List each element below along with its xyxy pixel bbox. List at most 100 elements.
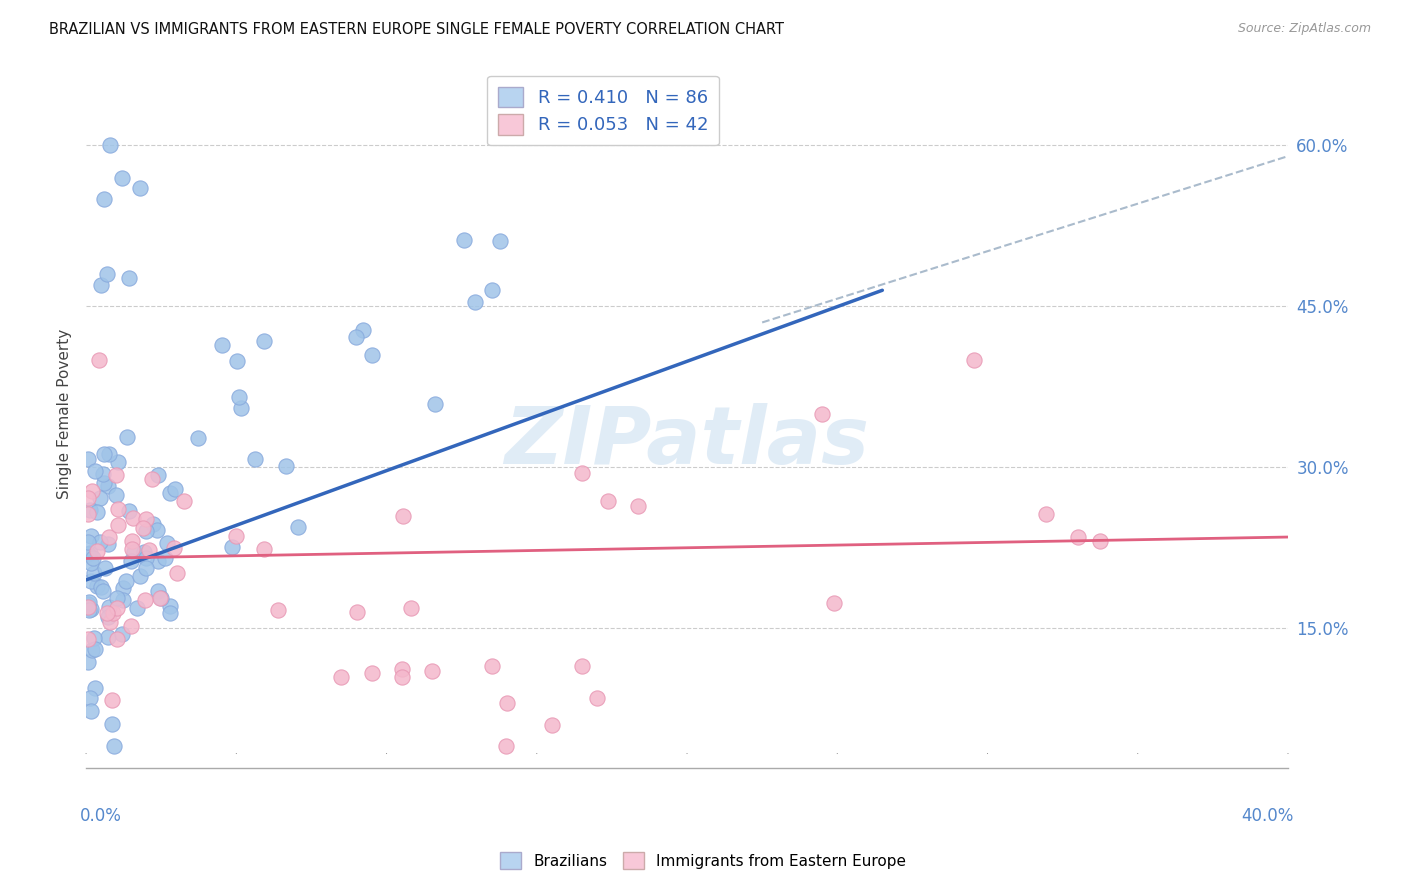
Point — [86, 579, 108, 593]
Point — [89, 491, 111, 505]
Point — [91, 584, 114, 599]
Point — [120, 619, 142, 633]
Point — [146, 523, 169, 537]
Point — [596, 494, 619, 508]
Point — [276, 459, 298, 474]
Point — [344, 330, 367, 344]
Point — [162, 541, 184, 555]
Point — [101, 693, 124, 707]
Point — [360, 348, 382, 362]
Point — [83, 464, 105, 478]
Point — [76, 632, 98, 646]
Point — [77, 599, 100, 614]
Point — [481, 283, 503, 297]
Point — [488, 235, 510, 249]
Point — [83, 631, 105, 645]
Point — [135, 524, 157, 538]
Point — [252, 542, 274, 557]
Point — [103, 606, 125, 620]
Point — [228, 390, 250, 404]
Point — [221, 540, 243, 554]
Point — [163, 483, 186, 497]
Point — [84, 642, 107, 657]
Point — [89, 535, 111, 549]
Point — [129, 181, 152, 195]
Point — [360, 666, 382, 681]
Point — [225, 529, 247, 543]
Point — [267, 603, 290, 617]
Point — [77, 491, 100, 505]
Text: 40.0%: 40.0% — [1241, 806, 1294, 824]
Point — [134, 593, 156, 607]
Point — [121, 542, 143, 557]
Point — [149, 591, 172, 605]
Point — [159, 485, 181, 500]
Point — [80, 704, 103, 718]
Point — [135, 511, 157, 525]
Point — [423, 397, 446, 411]
Text: Source: ZipAtlas.com: Source: ZipAtlas.com — [1237, 22, 1371, 36]
Point — [111, 627, 134, 641]
Point — [540, 718, 562, 732]
Point — [107, 502, 129, 516]
Point — [127, 600, 149, 615]
Point — [97, 610, 120, 624]
Point — [391, 662, 413, 676]
Point — [79, 690, 101, 705]
Point — [253, 334, 276, 348]
Point — [93, 192, 115, 206]
Point — [90, 580, 112, 594]
Point — [82, 483, 104, 498]
Point — [97, 630, 120, 644]
Point — [96, 267, 118, 281]
Point — [121, 533, 143, 548]
Point — [76, 451, 98, 466]
Point — [98, 615, 121, 629]
Point — [93, 467, 115, 482]
Point — [121, 511, 143, 525]
Point — [111, 593, 134, 607]
Point — [159, 606, 181, 620]
Point — [330, 669, 353, 683]
Point — [420, 664, 443, 678]
Point — [118, 503, 141, 517]
Point — [76, 597, 98, 611]
Point — [391, 669, 413, 683]
Point — [101, 717, 124, 731]
Point — [86, 505, 108, 519]
Point — [105, 468, 128, 483]
Point — [105, 600, 128, 615]
Point — [187, 431, 209, 445]
Text: BRAZILIAN VS IMMIGRANTS FROM EASTERN EUROPE SINGLE FEMALE POVERTY CORRELATION CH: BRAZILIAN VS IMMIGRANTS FROM EASTERN EUR… — [49, 22, 785, 37]
Point — [94, 561, 117, 575]
Point — [495, 739, 517, 754]
Point — [104, 488, 127, 502]
Point — [229, 401, 252, 415]
Point — [97, 446, 120, 460]
Text: 0.0%: 0.0% — [80, 806, 122, 824]
Point — [118, 271, 141, 285]
Point — [79, 546, 101, 560]
Point — [120, 554, 142, 568]
Point — [823, 596, 845, 610]
Point — [287, 520, 309, 534]
Point — [159, 599, 181, 614]
Point — [93, 447, 115, 461]
Point — [86, 544, 108, 558]
Point — [811, 407, 834, 421]
Point — [89, 353, 111, 368]
Point — [135, 551, 157, 566]
Point — [138, 543, 160, 558]
Point — [98, 138, 121, 153]
Point — [124, 544, 146, 558]
Point — [112, 581, 135, 595]
Point — [117, 430, 139, 444]
Point — [76, 547, 98, 561]
Point — [166, 566, 188, 580]
Point — [962, 353, 984, 368]
Text: ZIPatlas: ZIPatlas — [505, 403, 869, 481]
Point — [83, 681, 105, 695]
Point — [142, 516, 165, 531]
Point — [132, 545, 155, 559]
Point — [211, 338, 233, 352]
